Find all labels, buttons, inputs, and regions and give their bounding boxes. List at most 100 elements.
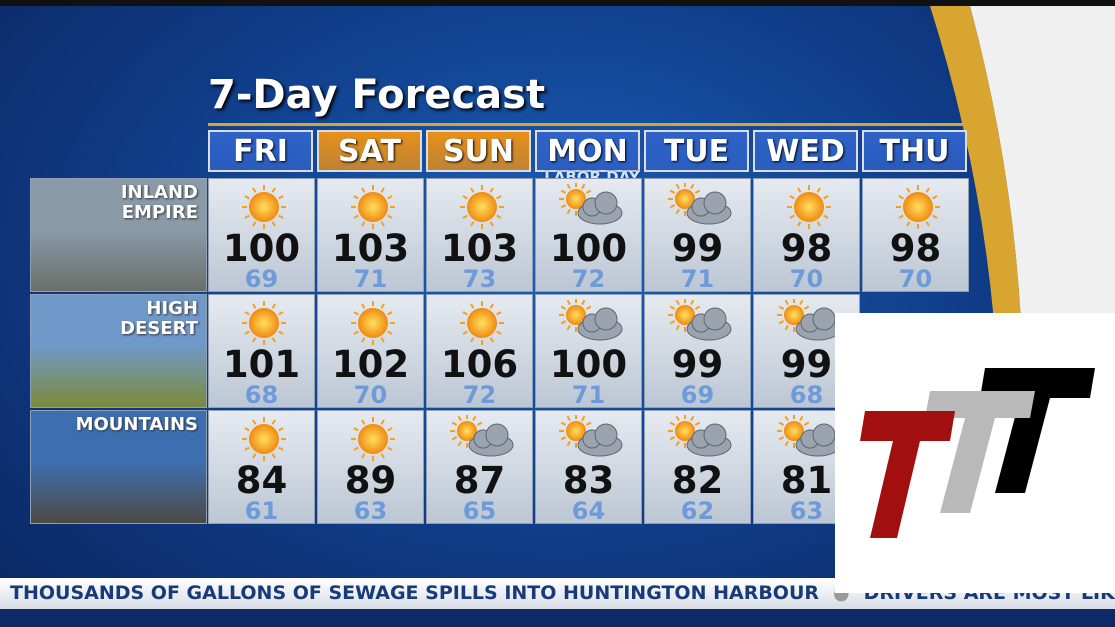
forecast-cell: 101 68 <box>208 294 315 409</box>
day-header: FRI <box>208 130 313 172</box>
forecast-cell: 82 62 <box>644 410 751 525</box>
title-rule <box>208 123 968 126</box>
high-temp: 100 <box>222 227 301 270</box>
weather-icon <box>460 301 504 345</box>
high-temp: 84 <box>235 459 288 502</box>
low-temp: 64 <box>571 497 606 525</box>
high-temp: 100 <box>549 227 628 270</box>
forecast-cell: 100 71 <box>535 294 642 409</box>
ticker-text: THOUSANDS OF GALLONS OF SEWAGE SPILLS IN… <box>10 582 820 604</box>
forecast-cell: 99 69 <box>644 294 751 409</box>
forecast-cell: 103 73 <box>426 178 533 293</box>
high-temp: 102 <box>331 343 410 386</box>
day-header: THU <box>862 130 967 172</box>
title: 7-Day Forecast <box>208 72 546 118</box>
low-temp: 71 <box>571 381 606 409</box>
day-header: SAT <box>317 130 422 172</box>
weather-icon <box>559 299 623 341</box>
forecast-cell: 99 68 <box>753 294 860 409</box>
day-header: MON <box>535 130 640 172</box>
high-temp: 82 <box>671 459 724 502</box>
high-temp: 83 <box>562 459 615 502</box>
weather-icon <box>777 299 841 341</box>
day-header: SUN <box>426 130 531 172</box>
region-label: INLAND EMPIRE <box>121 183 198 223</box>
weather-icon <box>450 415 514 457</box>
low-temp: 70 <box>898 265 933 293</box>
region-panel: MOUNTAINS <box>30 410 207 524</box>
station-logo <box>835 313 1115 593</box>
weather-icon <box>668 183 732 225</box>
weather-icon <box>559 183 623 225</box>
region-label-line: HIGH <box>146 298 198 319</box>
forecast-cell: 98 70 <box>753 178 860 293</box>
forecast-cell: 103 71 <box>317 178 424 293</box>
weather-icon <box>668 415 732 457</box>
region-label-line: MOUNTAINS <box>75 414 198 435</box>
weather-icon <box>242 301 286 345</box>
high-temp: 99 <box>671 227 724 270</box>
top-bar <box>0 0 1115 6</box>
weather-icon <box>559 415 623 457</box>
region-label: MOUNTAINS <box>76 415 198 435</box>
low-temp: 68 <box>244 381 279 409</box>
weather-icon <box>351 301 395 345</box>
high-temp: 99 <box>780 343 833 386</box>
low-temp: 61 <box>244 497 279 525</box>
high-temp: 87 <box>453 459 506 502</box>
weather-icon <box>896 185 940 229</box>
forecast-cell: 99 71 <box>644 178 751 293</box>
day-header: WED <box>753 130 858 172</box>
weather-icon <box>668 299 732 341</box>
low-temp: 70 <box>789 265 824 293</box>
high-temp: 106 <box>440 343 519 386</box>
weather-icon <box>787 185 831 229</box>
forecast-cell: 102 70 <box>317 294 424 409</box>
forecast-cell: 87 65 <box>426 410 533 525</box>
low-temp: 71 <box>680 265 715 293</box>
weather-icon <box>777 415 841 457</box>
weather-icon <box>351 417 395 461</box>
weather-icon <box>460 185 504 229</box>
low-temp: 73 <box>462 265 497 293</box>
low-temp: 63 <box>353 497 388 525</box>
forecast-cell: 98 70 <box>862 178 969 293</box>
region-label-line: EMPIRE <box>121 202 198 223</box>
high-temp: 89 <box>344 459 397 502</box>
low-temp: 68 <box>789 381 824 409</box>
bottom-bar <box>0 609 1115 627</box>
day-header: TUE <box>644 130 749 172</box>
high-temp: 100 <box>549 343 628 386</box>
weather-icon <box>242 185 286 229</box>
low-temp: 70 <box>353 381 388 409</box>
high-temp: 103 <box>331 227 410 270</box>
region-label-line: INLAND <box>120 182 198 203</box>
high-temp: 98 <box>780 227 833 270</box>
region-panel: HIGH DESERT <box>30 294 207 408</box>
low-temp: 72 <box>462 381 497 409</box>
low-temp: 71 <box>353 265 388 293</box>
low-temp: 65 <box>462 497 497 525</box>
weather-icon <box>242 417 286 461</box>
low-temp: 62 <box>680 497 715 525</box>
low-temp: 69 <box>244 265 279 293</box>
high-temp: 98 <box>889 227 942 270</box>
forecast-cell: 106 72 <box>426 294 533 409</box>
high-temp: 103 <box>440 227 519 270</box>
forecast-cell: 83 64 <box>535 410 642 525</box>
forecast-cell: 100 69 <box>208 178 315 293</box>
low-temp: 69 <box>680 381 715 409</box>
region-label: HIGH DESERT <box>120 299 198 339</box>
high-temp: 101 <box>222 343 301 386</box>
region-label-line: DESERT <box>120 318 198 339</box>
forecast-cell: 84 61 <box>208 410 315 525</box>
forecast-cell: 89 63 <box>317 410 424 525</box>
forecast-cell: 100 72 <box>535 178 642 293</box>
region-panel: INLAND EMPIRE <box>30 178 207 292</box>
weather-icon <box>351 185 395 229</box>
high-temp: 99 <box>671 343 724 386</box>
high-temp: 81 <box>780 459 833 502</box>
low-temp: 63 <box>789 497 824 525</box>
low-temp: 72 <box>571 265 606 293</box>
